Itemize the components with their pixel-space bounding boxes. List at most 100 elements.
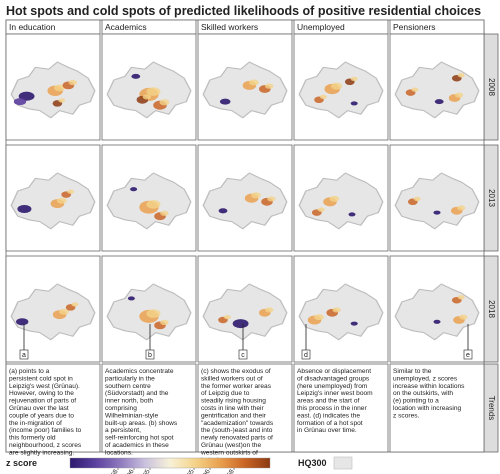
city-map <box>10 172 96 230</box>
warm-zone <box>264 83 274 89</box>
cold-spot <box>350 101 358 106</box>
warm-zone <box>223 314 231 320</box>
cold-spot <box>434 99 444 105</box>
trend-text: Similar to the unemployed, z scores increa… <box>393 368 465 419</box>
warm-zone <box>53 84 66 92</box>
city-outline <box>202 172 288 230</box>
annotation-label: c <box>241 352 245 359</box>
warm-zone <box>248 79 259 86</box>
cold-spot <box>16 318 29 326</box>
city-outline <box>202 283 288 341</box>
city-map <box>202 283 288 341</box>
warm-zone <box>146 200 161 209</box>
warm-zone <box>68 79 78 86</box>
warm-zone <box>67 189 75 194</box>
warm-zone <box>350 76 358 82</box>
column-header: Pensioners <box>393 22 436 32</box>
warm-zone <box>457 295 465 300</box>
legend-tick-label: -2.58 <box>106 468 120 474</box>
warm-zone <box>59 308 69 315</box>
city-map <box>394 172 480 230</box>
warm-zone <box>314 314 324 321</box>
city-outline <box>394 172 480 230</box>
annotation-label: e <box>466 352 470 359</box>
cold-spot <box>219 98 231 105</box>
warm-zone <box>142 94 152 100</box>
city-map <box>106 283 192 341</box>
warm-zone <box>251 192 261 199</box>
cold-spot <box>17 204 32 214</box>
city-map <box>10 61 96 119</box>
warm-zone <box>146 309 161 318</box>
annotation-box <box>19 349 29 360</box>
trend-text: (c) shows the exodus of skilled workers o… <box>200 368 274 464</box>
warm-zone <box>58 98 66 103</box>
cold-spot <box>348 212 356 217</box>
annotation-box <box>463 349 473 360</box>
warm-zone <box>413 196 421 202</box>
column-header: In education <box>9 22 56 32</box>
trend-cell <box>5 363 101 453</box>
cold-spot <box>232 319 249 329</box>
legend-title: z score <box>6 458 37 468</box>
warm-zone <box>454 92 464 98</box>
column-header: Academics <box>105 22 147 32</box>
warm-zone <box>330 82 343 90</box>
warm-zone <box>319 94 327 100</box>
trend-cell <box>293 363 389 453</box>
warm-zone <box>264 307 274 313</box>
chart-title: Hot spots and cold spots of predicted li… <box>6 4 482 18</box>
trend-text: (a) points to a persistent cold spot in Le… <box>9 368 82 456</box>
annotation-box <box>301 349 311 360</box>
annotation-label: d <box>304 352 308 359</box>
trend-cell <box>197 363 293 453</box>
cold-spot <box>131 73 141 79</box>
city-outline <box>298 61 384 119</box>
city-outline <box>10 283 96 341</box>
city-map <box>202 172 288 230</box>
city-outline <box>298 283 384 341</box>
city-map <box>202 61 288 119</box>
cold-spot <box>433 319 441 324</box>
row-label: 2008 <box>487 78 496 96</box>
city-map <box>106 172 192 230</box>
annotation-box <box>145 349 155 360</box>
city-map <box>298 172 384 230</box>
legend-tick-label: 1.96 <box>199 468 212 474</box>
warm-zone <box>160 319 169 326</box>
warm-zone <box>459 314 468 320</box>
annotation-box <box>238 349 248 360</box>
warm-zone <box>329 195 340 202</box>
legend-tick-label: -1.65 <box>138 468 152 474</box>
cold-spot <box>130 187 138 192</box>
cold-spot <box>127 296 135 301</box>
legend-tick-label: 2.58 <box>223 468 236 474</box>
hq-swatch <box>333 456 353 470</box>
warm-zone <box>267 196 276 202</box>
trends-label: Trends <box>487 396 496 421</box>
city-map <box>10 283 96 341</box>
column-header: Unemployed <box>297 22 345 32</box>
hq-label: HQ300 <box>298 458 327 468</box>
trend-text: Academics concentrate particularly in the… <box>105 368 178 456</box>
city-map <box>106 61 192 119</box>
warm-zone <box>71 302 79 307</box>
legend-colorbar <box>69 457 271 469</box>
city-map <box>298 61 384 119</box>
cold-spot <box>218 208 228 214</box>
warm-zone <box>146 87 161 96</box>
warm-zone <box>159 99 170 106</box>
row-label: 2018 <box>487 300 496 318</box>
warm-zone <box>457 73 465 78</box>
cold-spot <box>350 321 358 326</box>
city-map <box>298 283 384 341</box>
warm-zone <box>332 307 341 313</box>
warm-zone <box>411 87 419 92</box>
row-label: 2013 <box>487 189 496 207</box>
city-map <box>394 283 480 341</box>
cold-spot <box>13 98 27 106</box>
city-map <box>394 61 480 119</box>
warm-zone <box>317 207 325 212</box>
warm-zone <box>56 197 67 204</box>
